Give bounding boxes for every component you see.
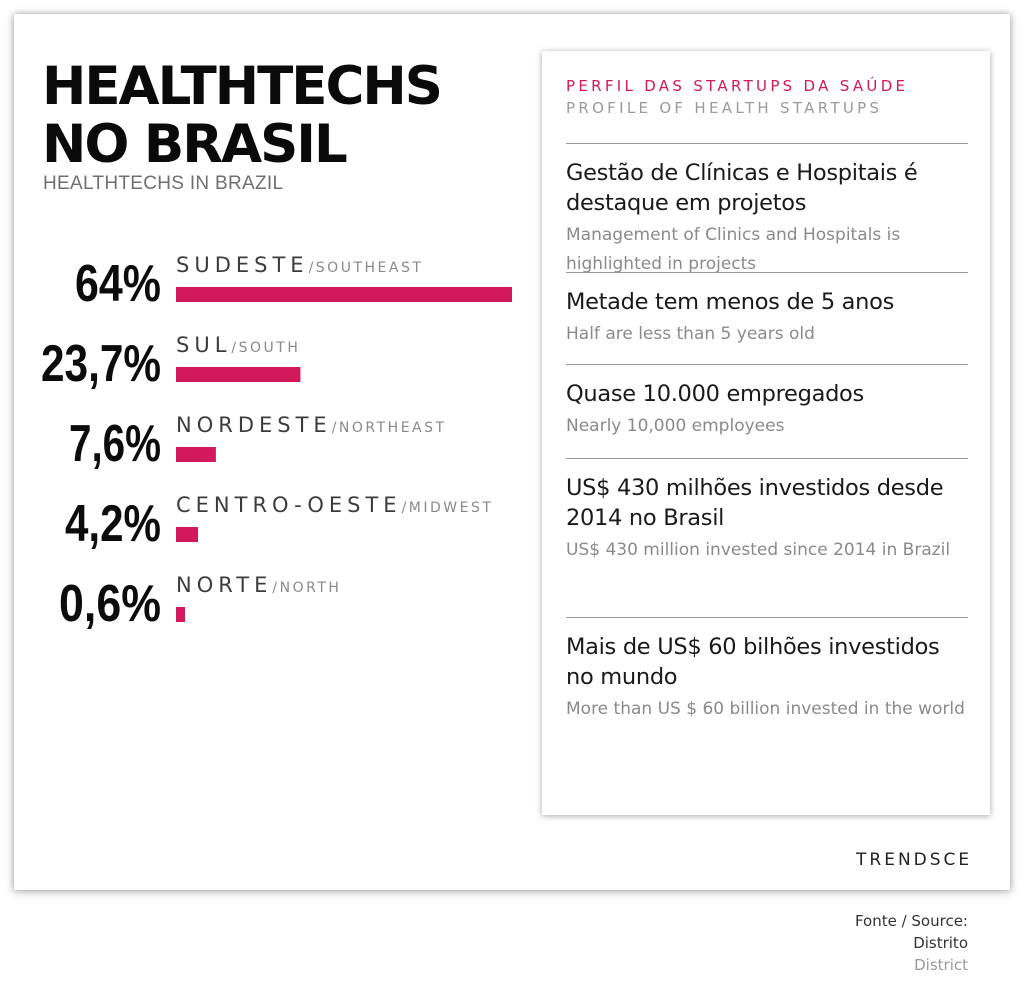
source-credit: Fonte / Source: Distrito District bbox=[855, 910, 968, 976]
bar bbox=[176, 287, 512, 302]
profile-item-en: Nearly 10,000 employees bbox=[566, 416, 785, 436]
profile-panel: PERFIL DAS STARTUPS DA SAÚDE PROFILE OF … bbox=[542, 51, 990, 815]
page-subtitle: HEALTHTECHS IN BRAZIL bbox=[43, 173, 284, 194]
profile-item: US$ 430 milhões investidos desde 2014 no… bbox=[566, 458, 968, 617]
profile-item-pt: Quase 10.000 empregados bbox=[566, 381, 864, 407]
profile-item-en: US$ 430 million invested since 2014 in B… bbox=[566, 540, 951, 560]
panel-heading-pt: PERFIL DAS STARTUPS DA SAÚDE bbox=[566, 77, 909, 95]
bar-category-label: NORTE/NORTH bbox=[176, 573, 341, 597]
source-name-pt: Distrito bbox=[913, 934, 968, 952]
profile-item-en: More than US $ 60 billion invested in th… bbox=[566, 699, 965, 719]
bar bbox=[176, 367, 301, 382]
profile-item-pt: Metade tem menos de 5 anos bbox=[566, 289, 895, 315]
source-label: Fonte / Source: bbox=[854, 912, 968, 930]
page-title: HEALTHTECHS NO BRASIL bbox=[42, 56, 443, 175]
profile-item: Mais de US$ 60 bilhões investidos no mun… bbox=[566, 617, 968, 734]
bar-value-label: 7,6% bbox=[69, 415, 161, 473]
profile-item-en: Management of Clinics and Hospitals is h… bbox=[566, 225, 901, 274]
title-line-2: NO BRASIL bbox=[42, 114, 348, 175]
profile-item-en: Half are less than 5 years old bbox=[566, 324, 815, 344]
profile-item-pt: Gestão de Clínicas e Hospitais é destaqu… bbox=[566, 160, 918, 216]
bar-value-label: 23,7% bbox=[41, 335, 161, 393]
profile-item: Metade tem menos de 5 anos Half are less… bbox=[566, 272, 968, 364]
bar bbox=[176, 607, 185, 622]
panel-heading-en: PROFILE OF HEALTH STARTUPS bbox=[566, 99, 883, 117]
bar-category-label: CENTRO-OESTE/MIDWEST bbox=[176, 493, 493, 517]
bar-category-label: SUL/SOUTH bbox=[176, 333, 300, 357]
bar-category-label: SUDESTE/SOUTHEAST bbox=[176, 253, 423, 277]
profile-item: Quase 10.000 empregados Nearly 10,000 em… bbox=[566, 364, 968, 458]
bar-value-label: 64% bbox=[75, 255, 161, 313]
profile-item: Gestão de Clínicas e Hospitais é destaqu… bbox=[566, 143, 968, 274]
title-line-1: HEALTHTECHS bbox=[42, 56, 443, 117]
profile-item-pt: Mais de US$ 60 bilhões investidos no mun… bbox=[566, 634, 940, 690]
source-name-en: District bbox=[914, 956, 968, 974]
bar-value-label: 4,2% bbox=[65, 495, 161, 553]
panel-heading: PERFIL DAS STARTUPS DA SAÚDE PROFILE OF … bbox=[566, 75, 908, 119]
bar-category-label: NORDESTE/NORTHEAST bbox=[176, 413, 447, 437]
bar bbox=[176, 527, 199, 542]
brand-logo: TRENDSCE bbox=[856, 850, 973, 870]
bar-value-label: 0,6% bbox=[59, 575, 161, 633]
bar bbox=[176, 447, 216, 462]
profile-item-pt: US$ 430 milhões investidos desde 2014 no… bbox=[566, 475, 944, 531]
profile-list: Gestão de Clínicas e Hospitais é destaqu… bbox=[566, 143, 968, 734]
